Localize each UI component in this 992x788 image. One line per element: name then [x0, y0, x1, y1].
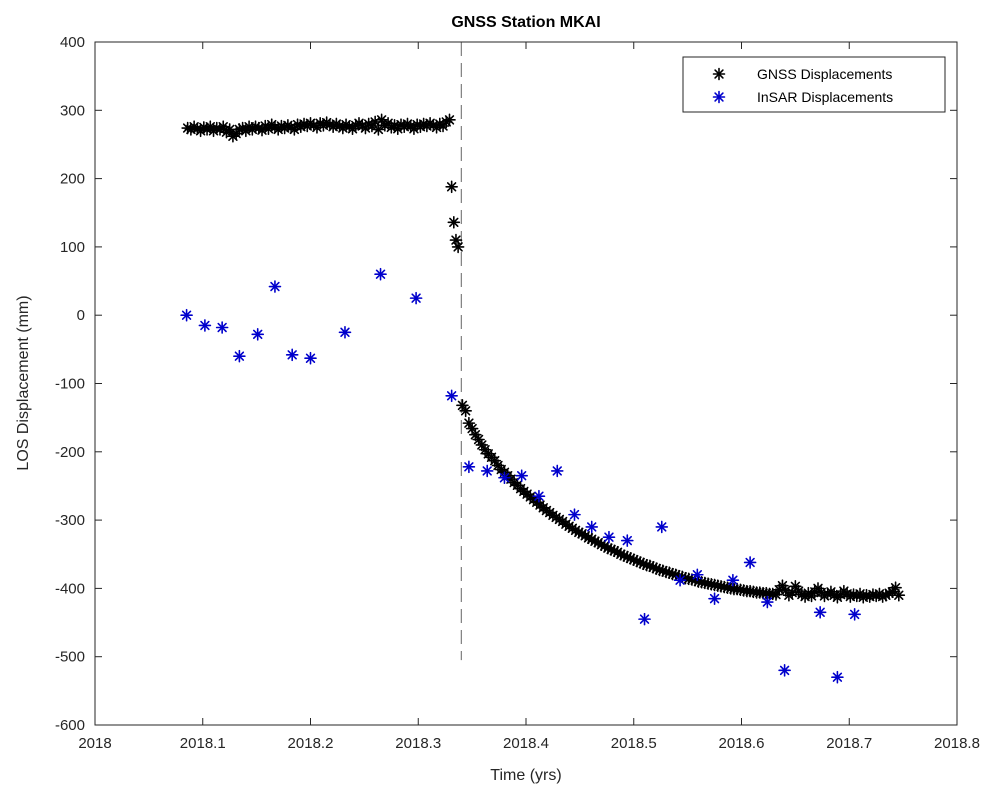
data-point	[215, 321, 229, 334]
y-tick-label: -600	[55, 717, 85, 734]
ticks-layer: 2018 2018.1 2018.2 2018.3 2018.4 2018.5 2018.6…	[55, 34, 980, 752]
x-tick-label: 2018.3	[395, 735, 441, 752]
y-tick-label: 0	[77, 307, 85, 324]
data-point	[585, 520, 599, 534]
x-tick-label: 2018.7	[826, 735, 872, 752]
x-tick-label: 2018.8	[934, 735, 980, 752]
data-point	[655, 520, 669, 534]
data-point	[459, 404, 472, 418]
data-point	[813, 606, 827, 619]
data-point	[848, 608, 861, 621]
data-point	[532, 489, 546, 503]
plot-area	[94, 41, 958, 726]
data-point	[445, 180, 458, 194]
data-point	[445, 389, 458, 403]
y-tick-label: -300	[55, 512, 85, 529]
data-point	[451, 240, 465, 254]
legend: GNSS Displacements InSAR Displacements	[682, 56, 946, 113]
chart-title: GNSS Station MKAI	[451, 14, 600, 31]
y-tick-label: -200	[55, 444, 85, 461]
data-point	[778, 664, 791, 677]
data-point	[233, 349, 246, 363]
series-gnss	[181, 113, 906, 604]
data-point	[409, 291, 423, 305]
y-axis-label: LOS Displacement (mm)	[15, 295, 32, 470]
data-point	[338, 325, 352, 339]
x-tick-label: 2018.1	[180, 735, 226, 752]
data-point	[447, 216, 461, 229]
y-tick-label: 100	[60, 239, 85, 256]
x-axis-label: Time (yrs)	[490, 767, 561, 784]
marks-layer	[180, 113, 906, 684]
series-insar	[180, 267, 861, 684]
data-point	[620, 534, 634, 547]
data-point	[268, 280, 282, 293]
x-tick-label: 2018.6	[719, 735, 765, 752]
y-tick-label: -500	[55, 649, 85, 666]
data-point	[515, 469, 528, 483]
data-point	[568, 508, 581, 521]
data-point	[304, 351, 317, 365]
legend-box	[682, 56, 946, 113]
data-point	[498, 471, 511, 485]
y-tick-label: 300	[60, 102, 85, 119]
data-point	[892, 588, 906, 602]
y-tick-label: -100	[55, 376, 85, 393]
legend-marker	[712, 90, 726, 104]
legend-label: InSAR Displacements	[757, 89, 893, 105]
x-tick-label: 2018	[78, 735, 111, 752]
y-tick-label: -400	[55, 580, 85, 597]
data-point	[372, 123, 385, 136]
data-point	[550, 464, 564, 478]
data-point	[251, 328, 265, 341]
x-tick-label: 2018.2	[288, 735, 334, 752]
data-point	[673, 573, 687, 587]
y-tick-label: 200	[60, 171, 85, 188]
data-point	[180, 308, 193, 322]
data-point	[462, 460, 476, 474]
data-point	[831, 670, 844, 684]
data-point	[691, 568, 704, 582]
data-point	[480, 464, 494, 478]
data-point	[443, 113, 456, 127]
data-point	[638, 612, 651, 626]
data-point	[743, 556, 757, 569]
data-point	[761, 595, 774, 609]
axes-box	[95, 42, 957, 725]
data-point	[708, 592, 721, 605]
y-tick-label: 400	[60, 34, 85, 51]
data-point	[198, 319, 212, 332]
data-point	[726, 573, 740, 587]
legend-marker	[712, 67, 726, 81]
data-point	[602, 530, 616, 544]
data-point	[374, 267, 387, 281]
x-tick-label: 2018.5	[611, 735, 657, 752]
data-point	[285, 348, 299, 362]
legend-label: GNSS Displacements	[757, 66, 892, 82]
x-tick-label: 2018.4	[503, 735, 549, 752]
